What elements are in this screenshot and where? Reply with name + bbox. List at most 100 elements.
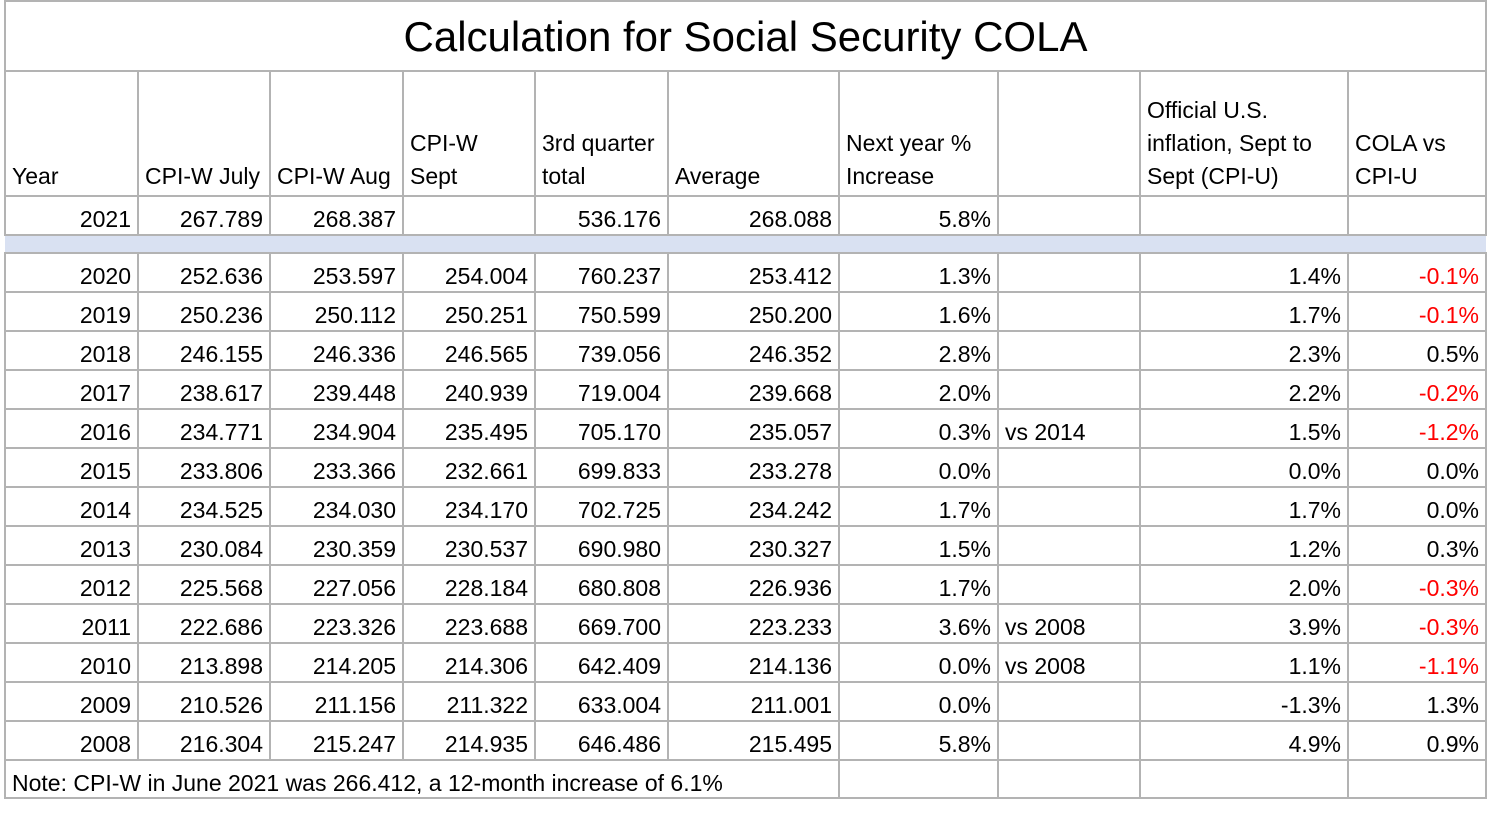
- cell-q3-total: 719.004: [534, 369, 669, 410]
- cell-cola-vs-cpi-u: 0.5%: [1347, 330, 1487, 371]
- cell-cpi-w-july: 230.084: [137, 525, 271, 566]
- cell-q3-total: 690.980: [534, 525, 669, 566]
- header-cola-vs-cpi-u: COLA vs CPI-U: [1347, 70, 1487, 197]
- cell-q3-total: 646.486: [534, 720, 669, 761]
- table-row: 2011 222.686 223.326 223.688 669.700 223.233 3…: [4, 603, 1487, 644]
- cell-cpi-w-aug: 233.366: [269, 447, 404, 488]
- table-row: 2020 252.636 253.597 254.004 760.237 253.412 1…: [4, 252, 1487, 293]
- cell-cola-vs-cpi-u: 0.0%: [1347, 447, 1487, 488]
- cell-cpi-w-july: 222.686: [137, 603, 271, 644]
- cell-cpi-w-aug: 214.205: [269, 642, 404, 683]
- cell-next-year-increase: 1.7%: [838, 564, 999, 605]
- cell-cpi-w-sept: 234.170: [402, 486, 536, 527]
- cell-comparison-note: [997, 330, 1141, 371]
- cell-average: 223.233: [667, 603, 840, 644]
- header-row: Year CPI-W July CPI-W Aug CPI-W Sept 3rd qua…: [4, 70, 1487, 197]
- cell-year: 2017: [4, 369, 139, 410]
- cell-cpi-w-aug: 234.030: [269, 486, 404, 527]
- cell-average: 214.136: [667, 642, 840, 683]
- cell-average: 233.278: [667, 447, 840, 488]
- cell-average: 235.057: [667, 408, 840, 449]
- cell-cpi-w-aug: 250.112: [269, 291, 404, 332]
- cell-average: 246.352: [667, 330, 840, 371]
- cell-cola-vs-cpi-u: 0.3%: [1347, 525, 1487, 566]
- cell-cpi-w-july: 267.789: [137, 195, 271, 236]
- cell-average: 268.088: [667, 195, 840, 236]
- table-row: 2019 250.236 250.112 250.251 750.599 250.200 1…: [4, 291, 1487, 332]
- table-title: Calculation for Social Security COLA: [4, 0, 1487, 72]
- cell-cpi-u-inflation: -1.3%: [1139, 681, 1349, 722]
- cell-comparison-note: [997, 486, 1141, 527]
- cell-cpi-u-inflation: 4.9%: [1139, 720, 1349, 761]
- cell-cola-vs-cpi-u: -0.1%: [1347, 252, 1487, 293]
- table-row: 2014 234.525 234.030 234.170 702.725 234.242 1…: [4, 486, 1487, 527]
- cell-q3-total: 633.004: [534, 681, 669, 722]
- table-row: 2017 238.617 239.448 240.939 719.004 239.668 2…: [4, 369, 1487, 410]
- cell-q3-total: 642.409: [534, 642, 669, 683]
- cell-cpi-w-sept: 211.322: [402, 681, 536, 722]
- cell-cpi-w-aug: 246.336: [269, 330, 404, 371]
- table-row: 2015 233.806 233.366 232.661 699.833 233.278 0…: [4, 447, 1487, 488]
- cell-q3-total: 680.808: [534, 564, 669, 605]
- cell-cola-vs-cpi-u: [1347, 195, 1487, 236]
- cell-cpi-w-aug: 253.597: [269, 252, 404, 293]
- cell-cpi-w-sept: 214.935: [402, 720, 536, 761]
- cell-cpi-w-sept: [402, 195, 536, 236]
- cell-next-year-increase: 3.6%: [838, 603, 999, 644]
- header-cpi-u-inflation: Official U.S. inflation, Sept to Sept (C…: [1139, 70, 1349, 197]
- cell-cola-vs-cpi-u: -0.2%: [1347, 369, 1487, 410]
- table-row: 2012 225.568 227.056 228.184 680.808 226.936 1…: [4, 564, 1487, 605]
- header-cpi-w-sept: CPI-W Sept: [402, 70, 536, 197]
- cell-average: 230.327: [667, 525, 840, 566]
- cell-next-year-increase: 0.0%: [838, 447, 999, 488]
- table-row: 2018 246.155 246.336 246.565 739.056 246.352 2…: [4, 330, 1487, 371]
- cell-next-year-increase: 1.7%: [838, 486, 999, 527]
- cell-q3-total: 739.056: [534, 330, 669, 371]
- cell-cola-vs-cpi-u: 0.9%: [1347, 720, 1487, 761]
- cell-cpi-w-aug: 215.247: [269, 720, 404, 761]
- cell-average: 215.495: [667, 720, 840, 761]
- cell-cola-vs-cpi-u: -1.1%: [1347, 642, 1487, 683]
- cola-table: Calculation for Social Security COLA Yea…: [4, 0, 1487, 799]
- cell-cpi-u-inflation: 2.2%: [1139, 369, 1349, 410]
- cell-cpi-w-july: 225.568: [137, 564, 271, 605]
- cell-cola-vs-cpi-u: -1.2%: [1347, 408, 1487, 449]
- cell-comparison-note: vs 2008: [997, 603, 1141, 644]
- cell-year: 2010: [4, 642, 139, 683]
- header-comparison-note: [997, 70, 1141, 197]
- cell-cola-vs-cpi-u: -0.1%: [1347, 291, 1487, 332]
- cell-cpi-w-july: 233.806: [137, 447, 271, 488]
- empty-cell: [997, 759, 1141, 799]
- empty-cell: [1139, 759, 1349, 799]
- cell-average: 234.242: [667, 486, 840, 527]
- cell-cpi-w-aug: 234.904: [269, 408, 404, 449]
- cell-next-year-increase: 1.6%: [838, 291, 999, 332]
- cell-year: 2008: [4, 720, 139, 761]
- cell-cpi-u-inflation: 0.0%: [1139, 447, 1349, 488]
- cell-cpi-w-aug: 268.387: [269, 195, 404, 236]
- cell-year: 2018: [4, 330, 139, 371]
- header-cpi-w-july: CPI-W July: [137, 70, 271, 197]
- cell-next-year-increase: 0.0%: [838, 642, 999, 683]
- cell-q3-total: 705.170: [534, 408, 669, 449]
- cell-q3-total: 699.833: [534, 447, 669, 488]
- cell-next-year-increase: 5.8%: [838, 720, 999, 761]
- header-q3-total: 3rd quarter total: [534, 70, 669, 197]
- cell-average: 226.936: [667, 564, 840, 605]
- cell-year: 2016: [4, 408, 139, 449]
- cell-cpi-u-inflation: 1.4%: [1139, 252, 1349, 293]
- note-text: Note: CPI-W in June 2021 was 266.412, a …: [4, 759, 840, 799]
- cell-cpi-w-sept: 235.495: [402, 408, 536, 449]
- cell-q3-total: 669.700: [534, 603, 669, 644]
- cell-next-year-increase: 2.0%: [838, 369, 999, 410]
- cell-cola-vs-cpi-u: -0.3%: [1347, 564, 1487, 605]
- cell-cpi-u-inflation: [1139, 195, 1349, 236]
- table-row: 2009 210.526 211.156 211.322 633.004 211.001 0…: [4, 681, 1487, 722]
- cell-cpi-w-july: 234.771: [137, 408, 271, 449]
- cell-cpi-u-inflation: 2.0%: [1139, 564, 1349, 605]
- cell-year: 2011: [4, 603, 139, 644]
- cell-cola-vs-cpi-u: 0.0%: [1347, 486, 1487, 527]
- cell-cpi-u-inflation: 3.9%: [1139, 603, 1349, 644]
- cell-cpi-w-aug: 230.359: [269, 525, 404, 566]
- table-row: 2008 216.304 215.247 214.935 646.486 215.495 5…: [4, 720, 1487, 761]
